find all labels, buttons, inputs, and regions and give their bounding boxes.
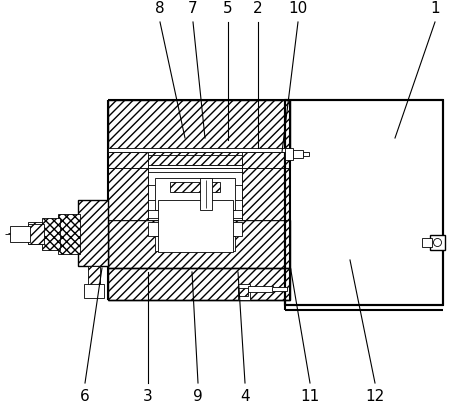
Bar: [10, 226, 30, 242]
Bar: [148, 165, 242, 177]
Text: 8: 8: [155, 1, 165, 16]
Bar: [108, 150, 145, 168]
Bar: [248, 286, 273, 292]
Bar: [78, 200, 108, 266]
Bar: [170, 182, 220, 192]
Bar: [238, 288, 248, 296]
Bar: [145, 150, 250, 168]
Bar: [28, 224, 44, 244]
Bar: [293, 150, 303, 158]
Bar: [108, 148, 290, 152]
Bar: [108, 168, 148, 220]
Text: 11: 11: [301, 389, 319, 403]
Text: 7: 7: [188, 1, 198, 16]
Bar: [242, 168, 290, 220]
Bar: [285, 100, 443, 305]
Text: 1: 1: [430, 1, 440, 16]
Bar: [88, 266, 100, 286]
Bar: [200, 178, 212, 210]
Bar: [422, 238, 432, 247]
Bar: [84, 284, 104, 298]
Text: 3: 3: [143, 389, 153, 403]
Text: 10: 10: [289, 1, 307, 16]
Text: 4: 4: [240, 389, 250, 403]
Bar: [108, 268, 290, 300]
Bar: [148, 155, 242, 165]
Bar: [148, 222, 242, 236]
Bar: [155, 178, 235, 210]
Bar: [108, 220, 290, 270]
Text: 9: 9: [193, 389, 203, 403]
Bar: [58, 214, 80, 254]
Bar: [272, 287, 287, 291]
Bar: [238, 284, 250, 300]
Bar: [28, 222, 108, 244]
Bar: [108, 100, 290, 150]
Text: 5: 5: [223, 1, 233, 16]
Bar: [108, 152, 148, 177]
Text: 6: 6: [80, 389, 90, 403]
Bar: [303, 152, 309, 156]
Bar: [242, 152, 290, 177]
Bar: [285, 148, 293, 160]
Circle shape: [433, 239, 442, 247]
Bar: [158, 200, 233, 252]
Bar: [430, 235, 445, 250]
Bar: [155, 236, 235, 251]
Text: 12: 12: [366, 389, 384, 403]
Bar: [148, 168, 242, 220]
Bar: [42, 218, 60, 250]
Text: 2: 2: [253, 1, 263, 16]
